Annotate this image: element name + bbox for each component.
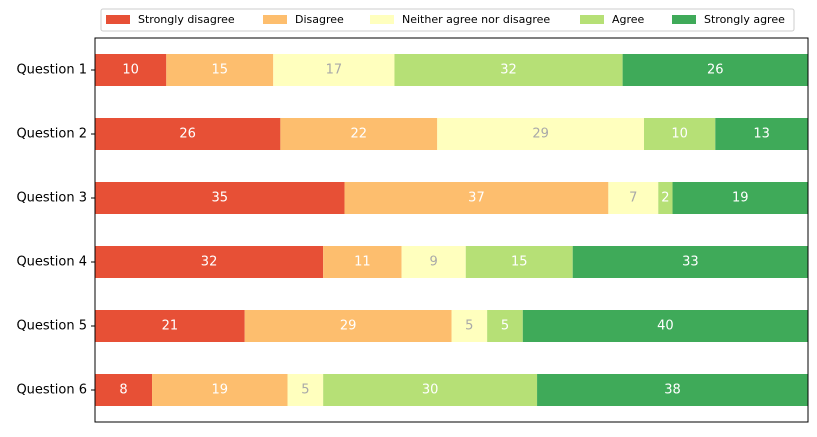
bar-segment: [572, 246, 808, 278]
bar-segment: [287, 374, 324, 406]
value-label: 35: [212, 191, 229, 206]
value-label: 15: [212, 63, 229, 78]
value-label: 5: [301, 383, 309, 398]
value-label: 8: [119, 383, 127, 398]
value-label: 22: [351, 127, 368, 142]
bar-segment: [323, 374, 538, 406]
legend-label: Strongly agree: [704, 13, 785, 26]
value-label: 29: [340, 319, 357, 334]
plot-frame: [94, 37, 809, 423]
value-label: 32: [500, 63, 517, 78]
legend-swatch: [370, 15, 394, 24]
legend-swatch: [263, 15, 287, 24]
legend-box: [100, 8, 795, 32]
value-label: 17: [326, 63, 343, 78]
value-label: 30: [422, 383, 439, 398]
y-tick-label: Question 2: [16, 127, 87, 142]
value-label: 26: [707, 63, 724, 78]
bar-segment: [658, 182, 673, 214]
value-label: 5: [501, 319, 509, 334]
bar-segment: [537, 374, 808, 406]
value-label: 38: [664, 383, 681, 398]
bar-segment: [608, 182, 659, 214]
value-label: 19: [212, 383, 229, 398]
value-label: 13: [753, 127, 770, 142]
bar-segment: [95, 374, 153, 406]
value-label: 2: [661, 191, 669, 206]
bar-segment: [152, 374, 288, 406]
value-label: 32: [201, 255, 218, 270]
bar-segment: [244, 310, 452, 342]
y-tick-label: Question 1: [16, 63, 87, 78]
legend-label: Strongly disagree: [138, 13, 235, 26]
bar-segment: [323, 246, 402, 278]
value-label: 5: [465, 319, 473, 334]
value-label: 7: [629, 191, 637, 206]
legend-swatch: [580, 15, 604, 24]
bar-segment: [672, 182, 808, 214]
bar-segment: [465, 246, 573, 278]
value-label: 40: [657, 319, 674, 334]
value-label: 15: [511, 255, 528, 270]
bar-segment: [622, 54, 808, 86]
y-tick-label: Question 4: [16, 255, 87, 270]
bar-segment: [95, 182, 345, 214]
bar-segment: [394, 54, 623, 86]
legend-swatch: [672, 15, 696, 24]
value-label: 10: [122, 63, 139, 78]
bar-segment: [437, 118, 645, 150]
value-label: 29: [532, 127, 549, 142]
bar-segment: [95, 54, 167, 86]
bar-segment: [95, 246, 324, 278]
bar-segment: [401, 246, 466, 278]
legend-swatch: [106, 15, 130, 24]
legend-label: Disagree: [295, 13, 344, 26]
value-label: 21: [162, 319, 179, 334]
legend-label: Neither agree nor disagree: [402, 13, 550, 26]
y-tick-label: Question 5: [16, 319, 87, 334]
bar-segment: [522, 310, 808, 342]
legend-label: Agree: [612, 13, 645, 26]
bar-segment: [95, 310, 245, 342]
value-label: 9: [430, 255, 438, 270]
bar-segment: [273, 54, 395, 86]
y-tick-label: Question 6: [16, 383, 87, 398]
value-label: 37: [468, 191, 485, 206]
bar-segment: [715, 118, 808, 150]
bar-segment: [166, 54, 274, 86]
bar-segment: [451, 310, 488, 342]
bar-segment: [280, 118, 438, 150]
value-label: 19: [732, 191, 749, 206]
bar-segment: [487, 310, 523, 342]
value-label: 26: [179, 127, 196, 142]
bar-segment: [344, 182, 609, 214]
bar-segment: [644, 118, 716, 150]
value-label: 33: [682, 255, 699, 270]
value-label: 10: [671, 127, 688, 142]
y-tick-label: Question 3: [16, 191, 87, 206]
value-label: 11: [354, 255, 371, 270]
bar-segment: [95, 118, 281, 150]
